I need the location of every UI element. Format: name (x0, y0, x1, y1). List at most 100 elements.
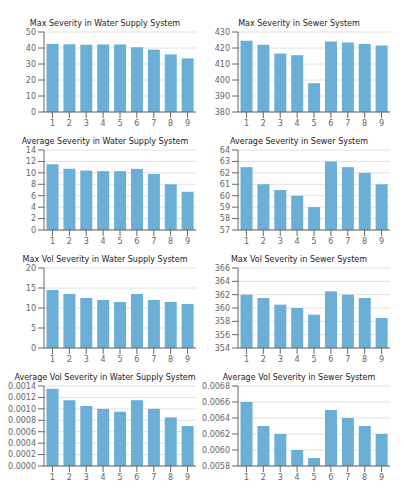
svg-text:2: 2 (31, 214, 36, 223)
svg-text:1: 1 (50, 237, 55, 244)
svg-text:3: 3 (84, 355, 89, 362)
svg-text:7: 7 (345, 473, 350, 480)
svg-text:6: 6 (328, 237, 333, 244)
svg-text:1: 1 (244, 237, 249, 244)
svg-text:8: 8 (362, 237, 367, 244)
svg-text:7: 7 (345, 237, 350, 244)
svg-text:30: 30 (26, 60, 36, 69)
svg-text:5: 5 (117, 355, 122, 362)
svg-text:3: 3 (278, 119, 283, 126)
svg-text:356: 356 (215, 331, 230, 340)
svg-text:1: 1 (244, 473, 249, 480)
svg-text:7: 7 (345, 355, 350, 362)
svg-text:6: 6 (328, 473, 333, 480)
svg-text:7: 7 (151, 237, 156, 244)
svg-text:0.0006: 0.0006 (8, 428, 36, 437)
svg-text:1: 1 (244, 119, 249, 126)
svg-text:10: 10 (26, 304, 36, 313)
svg-text:57: 57 (220, 226, 230, 235)
svg-text:50: 50 (26, 28, 36, 37)
svg-text:20: 20 (26, 76, 36, 85)
svg-text:380: 380 (215, 108, 230, 117)
svg-text:3: 3 (84, 119, 89, 126)
svg-text:2: 2 (261, 119, 266, 126)
svg-text:63: 63 (220, 157, 230, 166)
svg-text:8: 8 (168, 119, 173, 126)
svg-text:3: 3 (278, 473, 283, 480)
svg-text:0.0066: 0.0066 (202, 398, 230, 407)
svg-text:3: 3 (84, 237, 89, 244)
svg-text:4: 4 (101, 237, 106, 244)
svg-text:6: 6 (134, 119, 139, 126)
svg-text:8: 8 (168, 473, 173, 480)
svg-text:62: 62 (220, 169, 230, 178)
svg-text:360: 360 (215, 304, 230, 313)
svg-text:7: 7 (151, 473, 156, 480)
svg-text:0: 0 (31, 226, 36, 235)
svg-text:1: 1 (50, 355, 55, 362)
svg-text:8: 8 (362, 473, 367, 480)
svg-text:0.0008: 0.0008 (8, 416, 36, 425)
svg-text:2: 2 (67, 119, 72, 126)
svg-text:2: 2 (261, 355, 266, 362)
svg-text:0.0012: 0.0012 (8, 393, 36, 402)
svg-text:12: 12 (26, 157, 36, 166)
svg-text:0.0058: 0.0058 (202, 462, 230, 471)
svg-text:5: 5 (117, 119, 122, 126)
svg-text:1: 1 (50, 119, 55, 126)
svg-text:0: 0 (31, 108, 36, 117)
svg-text:2: 2 (261, 237, 266, 244)
svg-text:8: 8 (168, 355, 173, 362)
svg-text:6: 6 (134, 237, 139, 244)
svg-text:8: 8 (362, 119, 367, 126)
svg-text:8: 8 (168, 237, 173, 244)
svg-text:8: 8 (31, 180, 36, 189)
svg-text:358: 358 (215, 317, 230, 326)
svg-text:4: 4 (101, 473, 106, 480)
svg-text:4: 4 (295, 473, 300, 480)
svg-text:2: 2 (67, 355, 72, 362)
svg-text:4: 4 (101, 355, 106, 362)
svg-text:400: 400 (215, 76, 230, 85)
svg-text:61: 61 (220, 180, 230, 189)
svg-text:0.0004: 0.0004 (8, 439, 36, 448)
svg-text:5: 5 (311, 237, 316, 244)
svg-text:4: 4 (31, 203, 36, 212)
svg-text:5: 5 (311, 473, 316, 480)
svg-text:9: 9 (185, 119, 190, 126)
svg-text:9: 9 (185, 237, 190, 244)
svg-text:60: 60 (220, 192, 230, 201)
svg-text:20: 20 (26, 264, 36, 273)
svg-text:58: 58 (220, 214, 230, 223)
svg-text:0.0014: 0.0014 (8, 382, 36, 391)
svg-text:364: 364 (215, 277, 230, 286)
svg-text:1: 1 (244, 355, 249, 362)
svg-text:15: 15 (26, 284, 36, 293)
svg-text:6: 6 (31, 192, 36, 201)
svg-text:0.0064: 0.0064 (202, 414, 230, 423)
svg-text:6: 6 (328, 355, 333, 362)
svg-text:4: 4 (101, 119, 106, 126)
svg-text:40: 40 (26, 44, 36, 53)
svg-text:390: 390 (215, 92, 230, 101)
svg-text:8: 8 (362, 355, 367, 362)
svg-text:7: 7 (151, 355, 156, 362)
svg-text:9: 9 (185, 473, 190, 480)
svg-text:5: 5 (311, 355, 316, 362)
svg-text:9: 9 (379, 355, 384, 362)
svg-text:59: 59 (220, 203, 230, 212)
svg-text:3: 3 (278, 237, 283, 244)
svg-text:3: 3 (84, 473, 89, 480)
svg-text:5: 5 (311, 119, 316, 126)
svg-text:5: 5 (31, 324, 36, 333)
svg-text:10: 10 (26, 92, 36, 101)
svg-text:1: 1 (50, 473, 55, 480)
svg-text:2: 2 (67, 473, 72, 480)
svg-text:6: 6 (328, 119, 333, 126)
svg-text:4: 4 (295, 355, 300, 362)
svg-text:4: 4 (295, 237, 300, 244)
svg-text:9: 9 (379, 119, 384, 126)
svg-text:0.0010: 0.0010 (8, 405, 36, 414)
svg-text:5: 5 (117, 473, 122, 480)
svg-text:64: 64 (220, 146, 230, 155)
